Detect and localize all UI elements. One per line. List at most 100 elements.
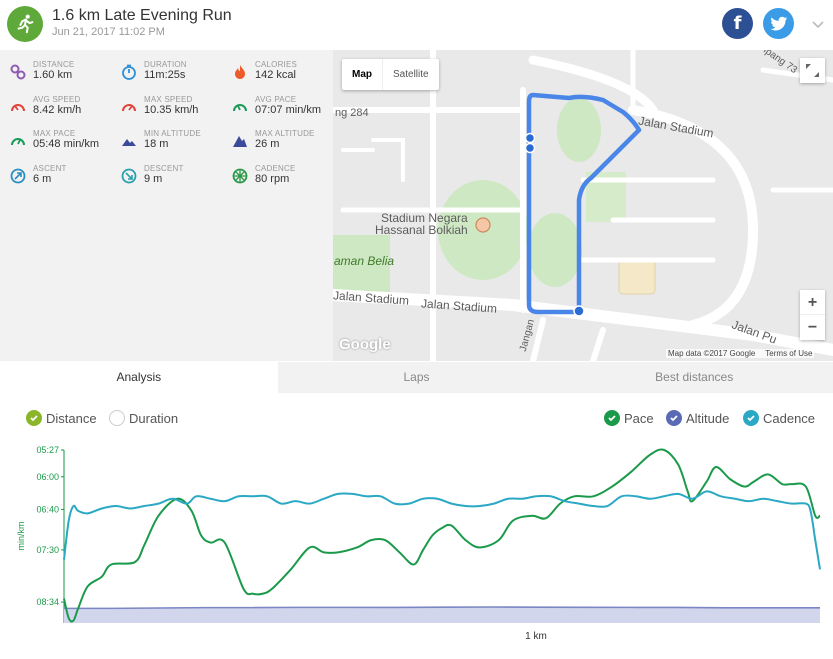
cadence-toggle-label: Cadence [763, 410, 816, 426]
start-marker[interactable] [573, 305, 585, 317]
stat-value: 11m:25s [144, 69, 186, 81]
pace-gauge-icon [233, 104, 247, 112]
map-canvas[interactable] [333, 50, 833, 361]
stat-value: 18 m [144, 138, 169, 150]
stat-label: ASCENT [33, 164, 67, 173]
end-marker[interactable] [524, 132, 536, 144]
tab-laps[interactable]: Laps [277, 362, 556, 393]
map-label: Stadium Negara [381, 211, 468, 225]
mountain-icon [122, 139, 136, 146]
ascent-icon [10, 168, 26, 184]
park-area [333, 235, 390, 300]
distance-toggle-label: Distance [46, 410, 97, 426]
facebook-icon: f [733, 13, 742, 34]
duration-toggle[interactable]: Duration [109, 409, 178, 427]
stat-label: AVG PACE [255, 95, 297, 104]
map-type-map-button[interactable]: Map [352, 69, 372, 80]
cadence-toggle[interactable]: Cadence [743, 409, 815, 427]
stat-label: DESCENT [144, 164, 184, 173]
altitude-toggle[interactable]: Altitude [666, 409, 729, 427]
zoom-out-button[interactable]: − [807, 319, 818, 336]
check-icon [604, 410, 620, 426]
map-label: Hassanal Bolkiah [375, 223, 468, 237]
stat-ascent: ASCENT 6 m [10, 164, 120, 194]
stat-label: AVG SPEED [33, 95, 81, 104]
stat-value: 26 m [255, 138, 280, 150]
stat-label: MIN ALTITUDE [144, 129, 201, 138]
tab-best-distances[interactable]: Best distances [555, 362, 833, 393]
speedometer-icon [122, 104, 136, 112]
waypoint-marker[interactable] [524, 142, 536, 154]
stats-panel: DISTANCE 1.60 km DURATION 11m:25s CALORI… [0, 50, 333, 361]
pace-toggle-label: Pace [624, 410, 654, 426]
zoom-in-button[interactable]: + [800, 290, 825, 315]
y-tick-label: 05:27 [36, 445, 59, 455]
pin-route-icon [10, 64, 26, 80]
stat-value: 8.42 km/h [33, 104, 82, 116]
building [618, 259, 656, 295]
altitude-toggle-label: Altitude [686, 410, 730, 426]
pace-gauge-icon [11, 138, 25, 146]
y-tick-label: 06:40 [36, 504, 59, 514]
map-type-control: Map Satellite [342, 59, 439, 90]
facebook-share-button[interactable]: f [722, 8, 753, 39]
stat-label: CADENCE [255, 164, 296, 173]
stat-max-speed: MAX SPEED 10.35 km/h [121, 95, 231, 125]
pace-series-line [63, 448, 821, 623]
activity-title: 1.6 km Late Evening Run [52, 7, 232, 24]
zoom-control: + − [800, 290, 825, 340]
stadium-icon [475, 217, 491, 233]
stat-min-altitude: MIN ALTITUDE 18 m [121, 129, 231, 159]
stat-distance: DISTANCE 1.60 km [10, 60, 120, 90]
descent-icon [121, 168, 137, 184]
google-logo: Google [339, 336, 391, 353]
stat-label: MAX ALTITUDE [255, 129, 315, 138]
speedometer-icon [11, 104, 25, 112]
header: 1.6 km Late Evening Run Jun 21, 2017 11:… [0, 0, 833, 50]
terms-link[interactable]: Terms of Use [765, 349, 813, 358]
distance-toggle[interactable]: Distance [26, 409, 97, 427]
mountain-icon [233, 136, 247, 147]
twitter-share-button[interactable] [763, 8, 794, 39]
stat-duration: DURATION 11m:25s [121, 60, 231, 90]
roads [333, 50, 833, 361]
map-data-text: Map data ©2017 Google [668, 349, 756, 358]
stat-descent: DESCENT 9 m [121, 164, 231, 194]
route-map[interactable]: Stadium Negara Hassanal Bolkiah Jalan St… [333, 50, 833, 361]
stat-label: MAX PACE [33, 129, 76, 138]
map-type-satellite-button[interactable]: Satellite [382, 59, 439, 90]
stat-value: 1.60 km [33, 69, 73, 81]
fullscreen-button[interactable] [800, 58, 825, 83]
stat-max-pace: MAX PACE 05:48 min/km [10, 129, 120, 159]
y-tick-label: 08:34 [36, 597, 59, 607]
stat-cadence: CADENCE 80 rpm [232, 164, 342, 194]
y-tick-label: 06:00 [36, 472, 59, 482]
altitude-area [64, 607, 820, 623]
twitter-icon [769, 16, 787, 30]
y-tick-label: 07:30 [36, 545, 59, 555]
chevron-down-icon[interactable] [810, 16, 826, 32]
stat-value: 05:48 min/km [33, 138, 100, 150]
altitude-line [64, 606, 821, 610]
map-label: aman Belia [334, 254, 395, 268]
map-label: ng 284 [335, 107, 369, 119]
stat-avg-pace: AVG PACE 07:07 min/km [232, 95, 342, 125]
route-path [526, 92, 642, 315]
analysis-chart[interactable]: 05:27 06:00 06:40 07:30 08:34 min/km 1 km [0, 438, 833, 653]
stat-value: 142 kcal [255, 69, 296, 81]
stat-avg-speed: AVG SPEED 8.42 km/h [10, 95, 120, 125]
fullscreen-icon [806, 64, 819, 77]
check-icon [743, 410, 759, 426]
stat-label: CALORIES [255, 60, 298, 69]
park-area [557, 98, 601, 162]
x-axis-label: 1 km [525, 631, 547, 642]
pace-toggle[interactable]: Pace [604, 409, 654, 427]
stat-max-altitude: MAX ALTITUDE 26 m [232, 129, 342, 159]
stat-calories: CALORIES 142 kcal [232, 60, 342, 90]
cadence-series-line [63, 490, 821, 570]
tab-analysis[interactable]: Analysis [0, 362, 278, 393]
stopwatch-icon [122, 64, 136, 80]
stat-label: DURATION [144, 60, 187, 69]
check-icon [666, 410, 682, 426]
